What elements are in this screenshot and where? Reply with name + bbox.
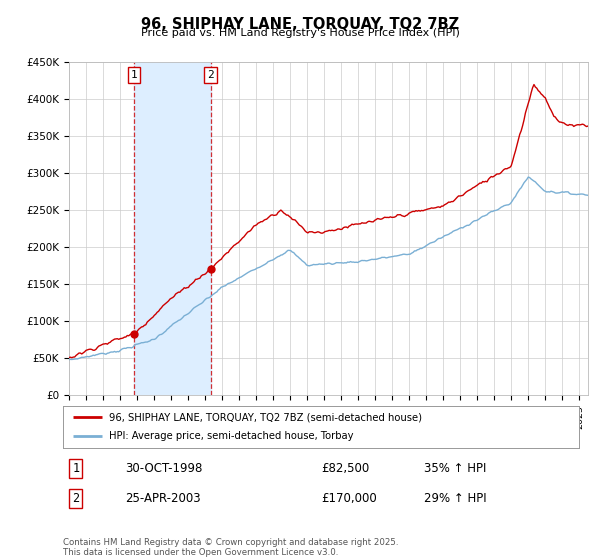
Text: 35% ↑ HPI: 35% ↑ HPI [424, 462, 487, 475]
Text: 1: 1 [73, 462, 79, 475]
Text: 29% ↑ HPI: 29% ↑ HPI [424, 492, 487, 505]
Text: 1: 1 [131, 70, 137, 80]
Text: Contains HM Land Registry data © Crown copyright and database right 2025.
This d: Contains HM Land Registry data © Crown c… [63, 538, 398, 557]
Text: 2: 2 [73, 492, 79, 505]
Text: £170,000: £170,000 [321, 492, 377, 505]
Text: 96, SHIPHAY LANE, TORQUAY, TQ2 7BZ: 96, SHIPHAY LANE, TORQUAY, TQ2 7BZ [141, 17, 459, 32]
Text: 96, SHIPHAY LANE, TORQUAY, TQ2 7BZ (semi-detached house): 96, SHIPHAY LANE, TORQUAY, TQ2 7BZ (semi… [109, 412, 422, 422]
Text: 2: 2 [207, 70, 214, 80]
Text: £82,500: £82,500 [321, 462, 369, 475]
Text: 30-OCT-1998: 30-OCT-1998 [125, 462, 202, 475]
Text: HPI: Average price, semi-detached house, Torbay: HPI: Average price, semi-detached house,… [109, 431, 354, 441]
Text: 25-APR-2003: 25-APR-2003 [125, 492, 200, 505]
Bar [134, 62, 211, 395]
Text: Price paid vs. HM Land Registry's House Price Index (HPI): Price paid vs. HM Land Registry's House … [140, 28, 460, 38]
